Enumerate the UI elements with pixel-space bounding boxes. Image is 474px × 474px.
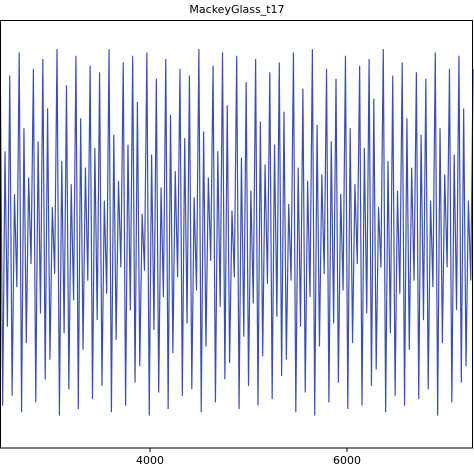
chart-title: MackeyGlass_t17 [189,3,284,16]
series-line [0,49,474,416]
plot-frame [0,20,473,449]
plot-area [0,49,474,416]
x-tick-label: 6000 [333,454,361,467]
x-tick-label: 4000 [136,454,164,467]
